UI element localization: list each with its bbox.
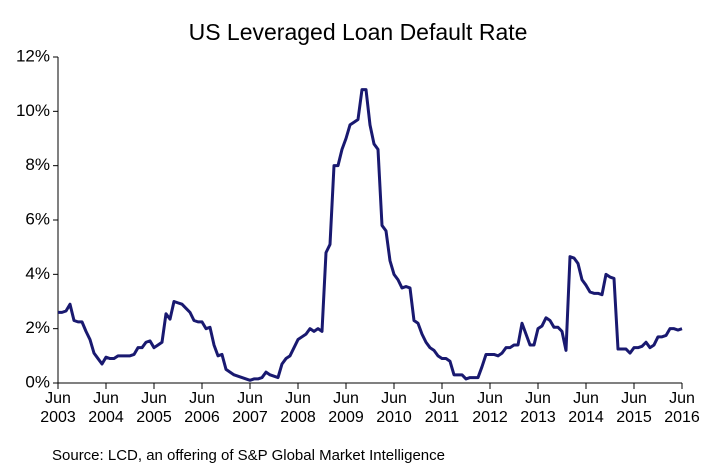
x-tick-label: Jun 2006: [184, 390, 220, 426]
x-tick-label: Jun 2011: [424, 390, 460, 426]
x-tick-label: Jun 2012: [472, 390, 508, 426]
x-tick-label: Jun 2009: [328, 390, 364, 426]
x-tick-label: Jun 2010: [376, 390, 412, 426]
data-line: [58, 88, 683, 382]
y-tick-label: 2%: [25, 318, 50, 337]
x-tick-label: Jun 2013: [520, 390, 556, 426]
x-tick-label: Jun 2014: [568, 390, 604, 426]
x-tick-label: Jun 2004: [88, 390, 124, 426]
chart-title: US Leveraged Loan Default Rate: [189, 19, 528, 45]
y-tick-label: 6%: [25, 209, 50, 228]
x-tick-label: Jun 2003: [40, 390, 76, 426]
x-tick-label: Jun 2005: [136, 390, 172, 426]
x-tick-label: Jun 2015: [616, 390, 652, 426]
x-tick-label: Jun 2008: [280, 390, 316, 426]
y-tick-label: 8%: [25, 155, 50, 174]
y-tick-label: 12%: [16, 46, 50, 65]
source-note: Source: LCD, an offering of S&P Global M…: [52, 447, 445, 464]
x-tick-label: Jun 2016: [664, 390, 700, 426]
x-tick-label: Jun 2007: [232, 390, 268, 426]
y-tick-label: 10%: [16, 101, 50, 120]
y-tick-label: 4%: [25, 264, 50, 283]
y-tick-label: 0%: [25, 372, 50, 391]
